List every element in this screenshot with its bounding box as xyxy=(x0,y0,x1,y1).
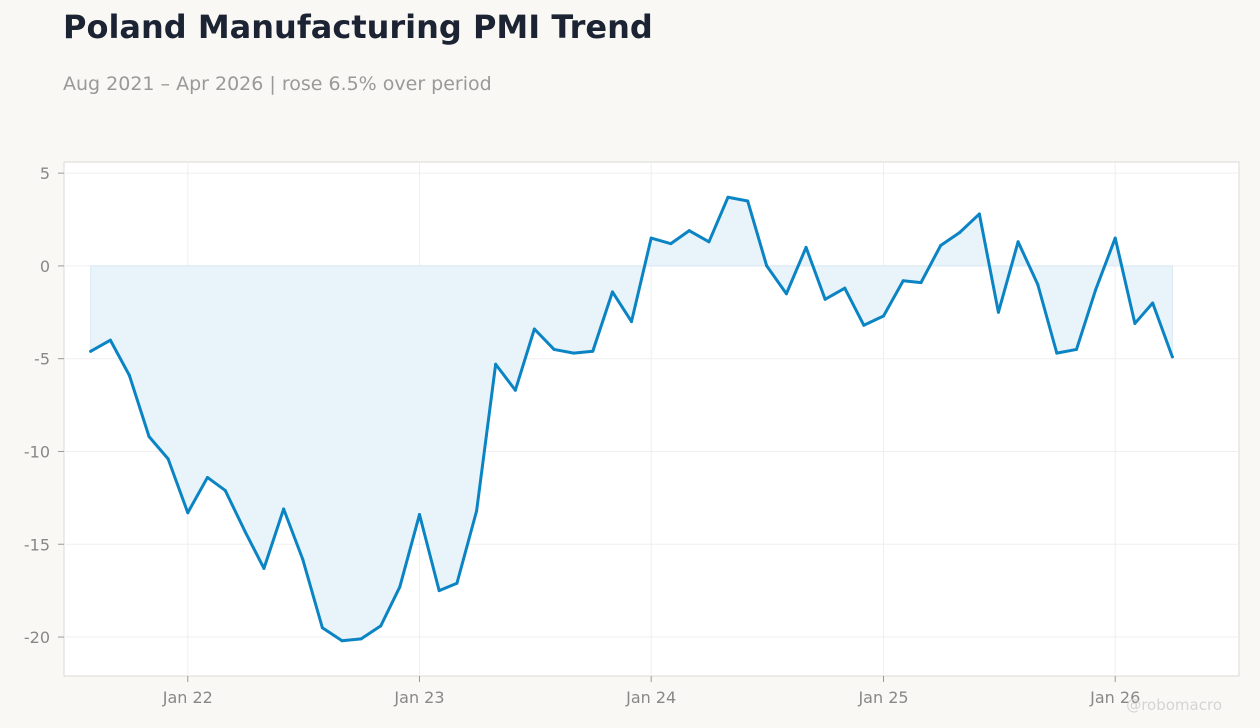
data-point xyxy=(127,373,131,377)
data-point xyxy=(1151,301,1155,305)
data-point xyxy=(340,639,344,643)
data-point xyxy=(707,240,711,244)
data-point xyxy=(1133,321,1137,325)
x-tick-label: Jan 22 xyxy=(162,688,213,707)
data-point xyxy=(1113,236,1117,240)
data-point xyxy=(1016,240,1020,244)
y-tick-label: -15 xyxy=(24,535,50,554)
series-line-group xyxy=(89,195,1174,643)
data-point xyxy=(882,314,886,318)
data-point xyxy=(649,236,653,240)
data-point xyxy=(804,245,808,249)
data-point xyxy=(320,626,324,630)
data-point xyxy=(823,297,827,301)
data-point xyxy=(687,229,691,233)
data-point xyxy=(205,475,209,479)
data-point xyxy=(901,279,905,283)
data-point xyxy=(996,310,1000,314)
data-point xyxy=(1036,282,1040,286)
data-point xyxy=(977,212,981,216)
data-point xyxy=(243,529,247,533)
data-point xyxy=(746,199,750,203)
data-point xyxy=(862,323,866,327)
data-point xyxy=(1170,355,1174,359)
data-point xyxy=(147,435,151,439)
data-point xyxy=(843,286,847,290)
data-point xyxy=(591,349,595,353)
data-point xyxy=(726,195,730,199)
data-point xyxy=(765,264,769,268)
data-point xyxy=(359,637,363,641)
x-tick-label: Jan 26 xyxy=(1089,688,1140,707)
data-point xyxy=(532,327,536,331)
data-point xyxy=(552,347,556,351)
y-tick-label: 5 xyxy=(40,164,50,183)
y-tick-label: 0 xyxy=(40,257,50,276)
data-point xyxy=(379,624,383,628)
data-point xyxy=(630,320,633,324)
data-point xyxy=(669,242,673,246)
data-point xyxy=(919,281,923,285)
data-point xyxy=(186,511,190,515)
y-tick-label: -10 xyxy=(24,442,50,461)
data-point xyxy=(939,244,943,247)
x-tick-label: Jan 24 xyxy=(625,688,676,707)
x-axis: Jan 22 Jan 23 Jan 24 Jan 25 Jan 26 xyxy=(162,676,1140,707)
chart-title: Poland Manufacturing PMI Trend xyxy=(63,8,653,46)
watermark: @robomacro xyxy=(1126,696,1222,714)
data-point xyxy=(1055,351,1059,355)
y-tick-label: -20 xyxy=(24,628,50,647)
data-point xyxy=(223,488,227,492)
data-point xyxy=(572,351,576,355)
data-point xyxy=(1074,347,1078,351)
data-point xyxy=(398,585,402,589)
data-point xyxy=(301,557,305,561)
data-point xyxy=(282,507,286,511)
data-point xyxy=(437,589,441,593)
data-point xyxy=(417,513,421,517)
chart-subtitle: Aug 2021 – Apr 2026 | rose 6.5% over per… xyxy=(63,73,492,95)
x-tick-label: Jan 23 xyxy=(393,688,444,707)
data-point xyxy=(494,362,498,366)
data-point xyxy=(1094,288,1098,292)
data-point xyxy=(513,388,517,392)
data-point xyxy=(610,290,614,294)
y-axis: 5 0 -5 -10 -15 -20 xyxy=(24,164,64,647)
data-point xyxy=(89,349,93,353)
data-point xyxy=(108,338,112,342)
data-point xyxy=(475,509,479,513)
data-point xyxy=(455,581,459,585)
data-point xyxy=(958,231,962,235)
data-point xyxy=(166,457,170,461)
y-tick-label: -5 xyxy=(34,350,50,369)
x-tick-label: Jan 25 xyxy=(857,688,908,707)
data-point xyxy=(262,566,266,570)
data-point xyxy=(784,292,788,296)
